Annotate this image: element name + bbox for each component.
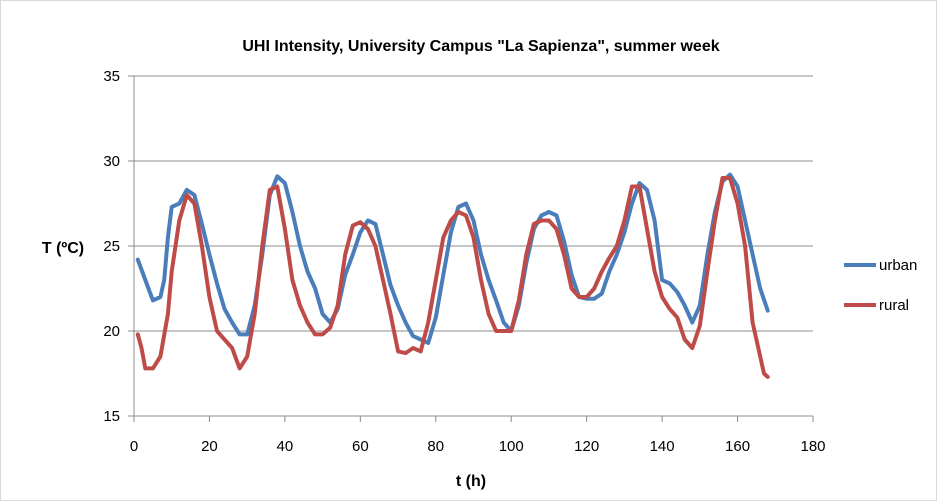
x-tick-label-20: 20 bbox=[201, 438, 218, 455]
x-tick-label-0: 0 bbox=[130, 438, 138, 455]
x-tick-label-140: 140 bbox=[650, 438, 675, 455]
gridlines bbox=[134, 75, 813, 332]
chart-title: UHI Intensity, University Campus "La Sap… bbox=[242, 38, 719, 55]
x-tick-label-60: 60 bbox=[352, 438, 369, 455]
y-tick-label-30: 30 bbox=[103, 153, 120, 170]
legend: urban rural bbox=[844, 257, 917, 314]
x-axis-label: t (h) bbox=[456, 473, 486, 490]
y-tick-label-25: 25 bbox=[103, 238, 120, 255]
y-axis-label: T (ºC) bbox=[42, 240, 84, 257]
x-tick-label-100: 100 bbox=[499, 438, 524, 455]
x-tick-label-40: 40 bbox=[277, 438, 294, 455]
y-tick-label-35: 35 bbox=[103, 68, 120, 85]
series-layer bbox=[135, 172, 770, 379]
x-tick-label-80: 80 bbox=[427, 438, 444, 455]
series-line-rural bbox=[135, 176, 770, 379]
x-axis-ticks: 0 20 40 60 80 100 120 140 160 180 bbox=[130, 416, 826, 455]
x-tick-label-160: 160 bbox=[725, 438, 750, 455]
y-tick-label-15: 15 bbox=[103, 408, 120, 425]
series-line-urban bbox=[135, 172, 770, 345]
x-tick-label-120: 120 bbox=[574, 438, 599, 455]
legend-label-rural: rural bbox=[879, 297, 909, 314]
legend-label-urban: urban bbox=[879, 257, 917, 274]
x-tick-label-180: 180 bbox=[800, 438, 825, 455]
y-axis-ticks: 15 20 25 30 35 bbox=[103, 68, 134, 425]
y-tick-label-20: 20 bbox=[103, 323, 120, 340]
